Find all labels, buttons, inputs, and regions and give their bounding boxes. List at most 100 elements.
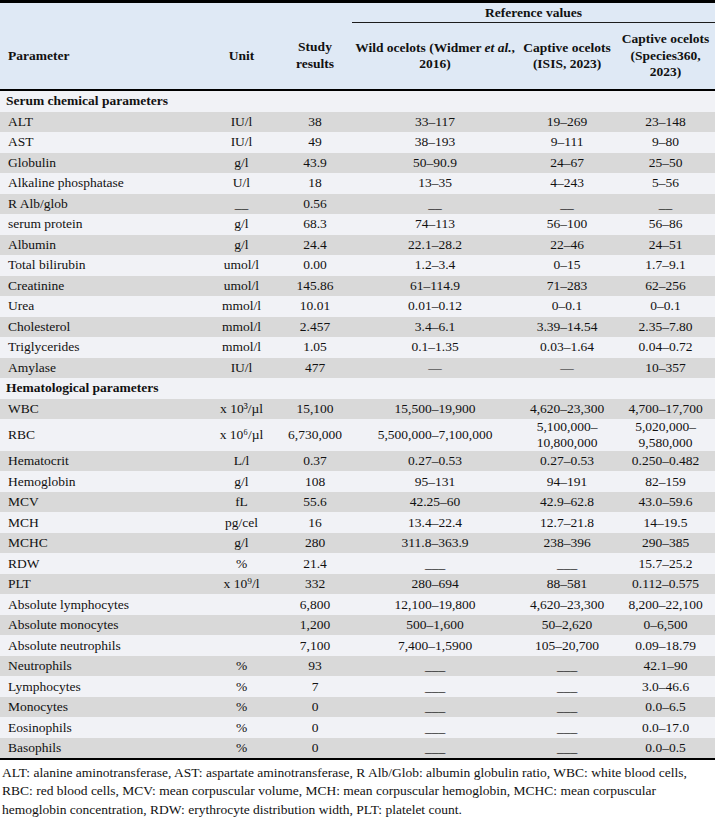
cell-species360: 0.09–18.79 bbox=[616, 635, 715, 656]
cell-wild: ___ bbox=[352, 656, 518, 677]
cell-unit bbox=[205, 635, 278, 656]
table-row: WBCx 10³/µl15,10015,500–19,9004,620–23,3… bbox=[0, 399, 715, 420]
cell-unit bbox=[205, 615, 278, 636]
cell-species360: 23–148 bbox=[616, 112, 715, 133]
cell-isis: ___ bbox=[518, 676, 616, 697]
cell-study: 0.37 bbox=[278, 451, 352, 472]
cell-isis: 0–15 bbox=[518, 255, 616, 276]
table-row: MCHpg/cel1613.4–22.412.7–21.814–19.5 bbox=[0, 512, 715, 533]
cell-study: 7,100 bbox=[278, 635, 352, 656]
group-header-row: Reference values bbox=[0, 2, 715, 23]
table-footnote: ALT: alanine aminotransferase, AST: aspa… bbox=[2, 764, 713, 818]
cell-isis: 0–0.1 bbox=[518, 296, 616, 317]
cell-parameter: WBC bbox=[0, 399, 205, 420]
cell-study: 93 bbox=[278, 656, 352, 677]
cell-study: 0 bbox=[278, 738, 352, 760]
cell-species360: 0–0.1 bbox=[616, 296, 715, 317]
cell-study: 10.01 bbox=[278, 296, 352, 317]
cell-unit: g/l bbox=[205, 153, 278, 174]
cell-wild: 1.2–3.4 bbox=[352, 255, 518, 276]
cell-parameter: RBC bbox=[0, 419, 205, 451]
cell-parameter: Alkaline phosphatase bbox=[0, 173, 205, 194]
cell-wild: 500–1,600 bbox=[352, 615, 518, 636]
cell-isis: 12.7–21.8 bbox=[518, 512, 616, 533]
cell-study: 0 bbox=[278, 717, 352, 738]
cell-parameter: Absolute lymphocytes bbox=[0, 594, 205, 615]
cell-study: 280 bbox=[278, 533, 352, 554]
group-header-reference-values: Reference values bbox=[352, 2, 715, 23]
cell-parameter: PLT bbox=[0, 574, 205, 595]
paper-table-page: Reference values ParameterUnitStudy resu… bbox=[0, 0, 715, 819]
cell-isis: ___ bbox=[518, 738, 616, 760]
table-row: Absolute lymphocytes6,80012,100–19,8004,… bbox=[0, 594, 715, 615]
cell-study: 0.56 bbox=[278, 194, 352, 215]
cell-parameter: Neutrophils bbox=[0, 656, 205, 677]
cell-wild: 7,400–1,5900 bbox=[352, 635, 518, 656]
cell-wild: 15,500–19,900 bbox=[352, 399, 518, 420]
table-row: Triglyceridesmmol/l1.050.1–1.350.03–1.64… bbox=[0, 337, 715, 358]
cell-isis: 0.03–1.64 bbox=[518, 337, 616, 358]
cell-species360: 290–385 bbox=[616, 533, 715, 554]
cell-study: 24.4 bbox=[278, 235, 352, 256]
cell-wild: 5,500,000–7,100,000 bbox=[352, 419, 518, 451]
table-row: MCVfL55.642.25–6042.9–62.843.0–59.6 bbox=[0, 492, 715, 513]
table-row: Ureammol/l10.010.01–0.120–0.10–0.1 bbox=[0, 296, 715, 317]
cell-wild: __ bbox=[352, 194, 518, 215]
cell-study: 332 bbox=[278, 574, 352, 595]
cell-study: 1,200 bbox=[278, 615, 352, 636]
cell-parameter: Amylase bbox=[0, 358, 205, 379]
cell-study: 477 bbox=[278, 358, 352, 379]
cell-parameter: AST bbox=[0, 132, 205, 153]
table-row: Total bilirubinumol/l0.001.2–3.40–151.7–… bbox=[0, 255, 715, 276]
cell-isis: 4,620–23,300 bbox=[518, 399, 616, 420]
table-row: HematocritL/l0.370.27–0.530.27–0.530.250… bbox=[0, 451, 715, 472]
column-header-study: Study results bbox=[278, 23, 352, 91]
cell-unit: % bbox=[205, 738, 278, 760]
table-row: MCHCg/l280311.8–363.9238–396290–385 bbox=[0, 533, 715, 554]
table-row: ALTIU/l3833–11719–26923–148 bbox=[0, 112, 715, 133]
table-row: Absolute neutrophils7,1007,400–1,5900105… bbox=[0, 635, 715, 656]
cell-wild: 42.25–60 bbox=[352, 492, 518, 513]
cell-unit: pg/cel bbox=[205, 512, 278, 533]
table-row: Cholesterolmmol/l2.4573.4–6.13.39–14.542… bbox=[0, 317, 715, 338]
cell-study: 0 bbox=[278, 697, 352, 718]
cell-isis: 9–111 bbox=[518, 132, 616, 153]
cell-wild: 13–35 bbox=[352, 173, 518, 194]
cell-wild: 0.01–0.12 bbox=[352, 296, 518, 317]
table-body: Serum chemical parametersALTIU/l3833–117… bbox=[0, 90, 715, 759]
cell-wild: 280–694 bbox=[352, 574, 518, 595]
cell-parameter: MCHC bbox=[0, 533, 205, 554]
table-row: PLTx 10⁹/l332280–69488–5810.112–0.575 bbox=[0, 574, 715, 595]
cell-unit: mmol/l bbox=[205, 337, 278, 358]
cell-wild: 33–117 bbox=[352, 112, 518, 133]
cell-wild: 0.27–0.53 bbox=[352, 451, 518, 472]
column-header-wild: Wild ocelots (Widmer et al., 2016) bbox=[352, 23, 518, 91]
table-row: Monocytes%0______0.0–6.5 bbox=[0, 697, 715, 718]
cell-species360: 82–159 bbox=[616, 471, 715, 492]
cell-unit: L/l bbox=[205, 451, 278, 472]
cell-study: 108 bbox=[278, 471, 352, 492]
cell-isis: 42.9–62.8 bbox=[518, 492, 616, 513]
cell-wild: 74–113 bbox=[352, 214, 518, 235]
cell-unit: x 10³/µl bbox=[205, 399, 278, 420]
cell-isis: — bbox=[518, 358, 616, 379]
cell-parameter: Monocytes bbox=[0, 697, 205, 718]
cell-unit: % bbox=[205, 697, 278, 718]
cell-unit: fL bbox=[205, 492, 278, 513]
cell-isis: ___ bbox=[518, 553, 616, 574]
cell-species360: 24–51 bbox=[616, 235, 715, 256]
cell-species360: 25–50 bbox=[616, 153, 715, 174]
cell-study: 43.9 bbox=[278, 153, 352, 174]
table-row: Alkaline phosphataseU/l1813–354–2435–56 bbox=[0, 173, 715, 194]
cell-study: 21.4 bbox=[278, 553, 352, 574]
cell-wild: ___ bbox=[352, 553, 518, 574]
cell-parameter: Absolute monocytes bbox=[0, 615, 205, 636]
table-row: serum proteing/l68.374–11356–10056–86 bbox=[0, 214, 715, 235]
cell-study: 6,730,000 bbox=[278, 419, 352, 451]
table-row: Lymphocytes%7______3.0–46.6 bbox=[0, 676, 715, 697]
cell-unit: % bbox=[205, 717, 278, 738]
cell-parameter: Triglycerides bbox=[0, 337, 205, 358]
cell-parameter: R Alb/glob bbox=[0, 194, 205, 215]
table-row: RDW%21.4______15.7–25.2 bbox=[0, 553, 715, 574]
cell-species360: 0.04–0.72 bbox=[616, 337, 715, 358]
